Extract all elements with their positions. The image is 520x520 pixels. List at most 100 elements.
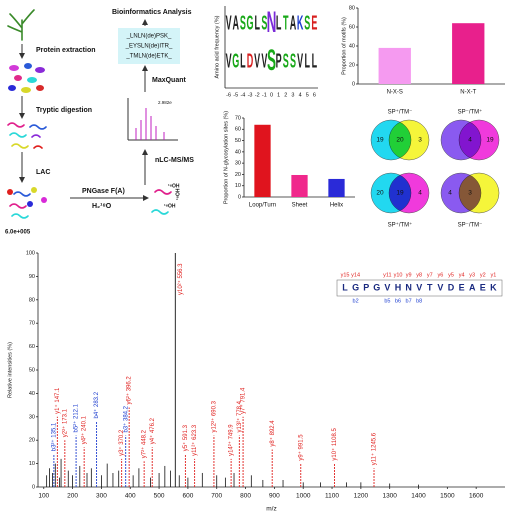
- bar: [378, 47, 411, 84]
- venn-label: SP⁻/TM⁻: [458, 223, 483, 229]
- x-tick-label: 2: [284, 92, 287, 98]
- x-tick-label: 500: [154, 493, 165, 500]
- logo-letter: V: [261, 51, 267, 73]
- residue: T: [427, 282, 433, 292]
- x-tick-label: 400: [125, 493, 136, 500]
- y-tick-label: 90: [29, 274, 35, 280]
- peak-label: y5⁺ 591.3: [182, 424, 189, 451]
- y-tick-label: 60: [349, 24, 355, 30]
- y-ion-label: y8: [416, 272, 422, 278]
- x-tick-label: 700: [211, 493, 222, 500]
- b-ion-label: b7: [406, 298, 412, 304]
- venn-label: SP⁺/TM⁺: [388, 222, 413, 229]
- logo-letter: L: [276, 13, 281, 35]
- logo-letter: N: [267, 5, 277, 39]
- y-tick-label: 60: [29, 344, 35, 350]
- venn-count: 3: [468, 190, 472, 197]
- peak-label: y6²⁺ 396.2: [126, 376, 133, 405]
- venn-count: 3: [418, 137, 422, 144]
- logo-letter: A: [290, 13, 297, 35]
- x-tick-label: -6: [226, 92, 231, 98]
- logo-letter: V: [297, 51, 303, 73]
- y-tick-label: 40: [29, 391, 35, 397]
- peak-label: y4⁺ 476.2: [149, 417, 156, 444]
- y-ion-label: y14: [351, 272, 360, 278]
- protein-blobs: [8, 63, 45, 93]
- y-ion-label: y10: [394, 272, 403, 278]
- y-axis-label: Amino acid frequency (%): [214, 15, 220, 78]
- y-ion-label: y4: [459, 272, 465, 278]
- y-tick-label: 10: [29, 461, 35, 467]
- y-ion-label: y5: [448, 272, 454, 278]
- peak-label: y7⁺ 791.4: [240, 387, 247, 414]
- logo-letter: K: [297, 13, 304, 35]
- peptide: _LNLN(de)PSK_: [126, 34, 172, 40]
- y-tick-label: 20: [235, 172, 241, 178]
- venn-count: 4: [418, 190, 422, 197]
- y-ion-label: y7: [427, 272, 433, 278]
- logo-letter: S: [267, 43, 276, 77]
- peak-label: y12²⁺ 690.3: [211, 400, 218, 432]
- bioinfo-label: Bioinformatics Analysis: [112, 9, 192, 16]
- glycopeptide-blobs: [7, 187, 47, 219]
- y-ion-label: y3: [469, 272, 475, 278]
- y-tick-label: 50: [235, 138, 241, 144]
- y-ion-label: y2: [480, 272, 486, 278]
- venn-circle: [388, 172, 430, 214]
- scale-label: 6.0e+005: [5, 230, 31, 236]
- logo-letter: T: [283, 13, 289, 35]
- plant-icon: [7, 9, 35, 41]
- peptide: _TMLN(de)ETK_: [125, 54, 172, 60]
- y-tick-label: 80: [349, 5, 355, 11]
- residue: V: [416, 282, 422, 292]
- logo-letter: E: [311, 13, 317, 35]
- deglycosylated-peptides: [151, 189, 172, 215]
- x-tick-label: N-X-S: [387, 90, 403, 96]
- peak-label: b5²⁺ 212.1: [73, 403, 80, 432]
- logo-letter: S: [283, 51, 289, 73]
- venn-count: 4: [468, 137, 472, 144]
- logo-letter: L: [240, 51, 245, 73]
- peptide-box: [118, 28, 180, 64]
- x-tick-label: 900: [269, 493, 280, 500]
- residue: G: [373, 282, 380, 292]
- logo-letter: S: [261, 13, 267, 35]
- y-tick-label: 70: [29, 321, 35, 327]
- x-tick-label: 1000: [296, 493, 311, 500]
- peak-label: y14²⁺ 749.9: [228, 424, 235, 456]
- y-axis-label: Proportion of motifs (%): [341, 17, 347, 75]
- peak-label: y7²⁺ 448.2: [141, 429, 148, 458]
- residue: E: [459, 282, 465, 292]
- logo-letter: L: [254, 13, 259, 35]
- x-tick-label: -2: [255, 92, 260, 98]
- peak-label: y9⁺ 991.5: [297, 434, 304, 461]
- venn-count: 19: [486, 137, 494, 144]
- venn-count: 19: [376, 137, 384, 144]
- residue: V: [384, 282, 390, 292]
- label-18o: ¹⁸OH: [164, 203, 176, 209]
- maxquant-label: MaxQuant: [152, 77, 187, 84]
- peak-label: y1⁺ 147.1: [54, 387, 61, 414]
- venn-count: 20: [396, 137, 404, 144]
- residue: N: [405, 282, 412, 292]
- x-tick-label: 600: [182, 493, 193, 500]
- y-tick-label: 20: [29, 438, 35, 444]
- y-tick-label: 60: [235, 127, 241, 133]
- x-tick-label: Loop/Turn: [249, 203, 276, 209]
- x-tick-label: -1: [262, 92, 267, 98]
- workflow: [7, 9, 180, 219]
- logo-letter: D: [247, 51, 254, 73]
- peak-label: b3²⁺ 135.1: [50, 422, 57, 451]
- residue: D: [448, 282, 455, 292]
- b-ion-label: b5: [384, 298, 390, 304]
- x-tick-label: -4: [240, 92, 245, 98]
- logo-letter: S: [240, 13, 246, 35]
- y-tick-label: 0: [352, 81, 355, 87]
- logo-letter: A: [232, 13, 239, 35]
- x-tick-label: 1500: [440, 493, 455, 500]
- peak-label: y3⁺ 370.2: [118, 429, 125, 456]
- y-ion-label: y15: [341, 272, 350, 278]
- residue: V: [437, 282, 443, 292]
- peak-label: y11⁺ 1245.6: [371, 432, 378, 465]
- peak-label: b4⁺ 283.2: [93, 391, 100, 418]
